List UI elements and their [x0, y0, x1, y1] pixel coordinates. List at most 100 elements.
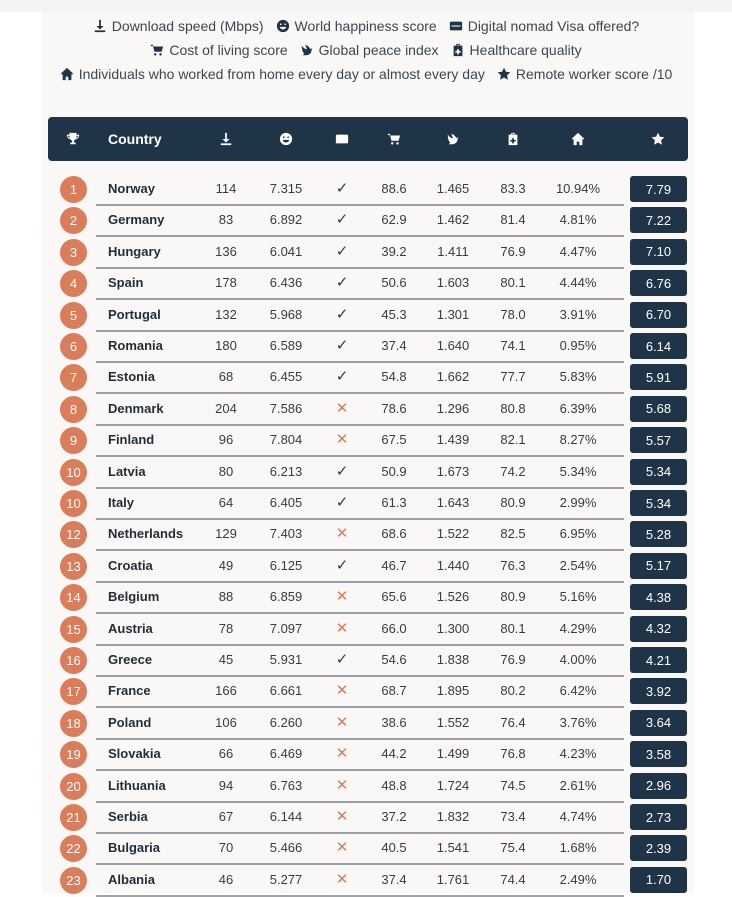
legend-line-1: Download speed (Mbps) World happiness sco… [0, 18, 732, 36]
work-from-home: 3.91% [559, 306, 597, 322]
remote-worker-score: 3.92 [630, 678, 687, 705]
healthcare-quality: 80.9 [500, 495, 526, 510]
download-speed: 80 [218, 463, 234, 479]
happiness-score: 6.469 [269, 746, 303, 762]
rank-badge: 18 [60, 709, 87, 737]
work-from-home: 2.49% [559, 871, 597, 887]
cost-of-living: 78.6 [381, 400, 407, 416]
cart-icon [387, 117, 401, 161]
download-speed: 129 [215, 526, 237, 542]
work-from-home: 4.23% [559, 746, 597, 762]
healthcare-quality: 80.9 [500, 589, 526, 605]
visa-yes-icon: ✓ [335, 274, 349, 292]
healthcare-quality: 76.9 [500, 652, 526, 667]
country-name: Hungary [108, 243, 161, 259]
row-divider [96, 298, 624, 301]
peace-index: 1.673 [436, 463, 470, 479]
work-from-home: 6.42% [559, 683, 597, 699]
table-row: 22 Bulgaria 70 5.466 ✕ 40.5 1.541 75.4 1.68% 2.39 [0, 834, 732, 866]
table-row: 23 Albania 46 5.277 ✕ 37.4 1.761 74.4 2.49% 1.70 [0, 866, 732, 897]
remote-worker-score: 4.21 [630, 647, 687, 673]
download-speed: 64 [218, 495, 234, 510]
legend-label: Remote worker score /10 [515, 66, 673, 82]
row-divider [96, 518, 624, 520]
country-name: Slovakia [108, 746, 161, 762]
visa-no-icon: ✕ [335, 431, 349, 449]
healthcare-quality: 74.4 [500, 871, 526, 887]
country-name: Austria [108, 620, 153, 636]
country-name: Portugal [108, 306, 161, 322]
legend-label: Cost of living score [169, 42, 288, 58]
visa-yes-icon: ✓ [335, 494, 349, 511]
cost-of-living: 37.4 [381, 338, 407, 353]
remote-worker-score: 3.58 [630, 741, 687, 768]
trophy-icon [66, 117, 80, 161]
legend-label: Download speed (Mbps) [111, 18, 264, 34]
visa-yes-icon: ✓ [335, 242, 349, 260]
legend-item: Remote worker score /10 [497, 66, 672, 82]
rank-badge: 23 [60, 866, 87, 894]
happiness-score: 6.589 [269, 338, 303, 353]
country-name: Croatia [108, 557, 153, 573]
rank-badge: 13 [60, 552, 87, 580]
happiness-score: 7.586 [269, 400, 303, 416]
row-divider [96, 266, 624, 269]
dove-icon [300, 43, 314, 57]
work-from-home: 4.74% [559, 809, 597, 824]
work-from-home: 5.34% [559, 463, 597, 479]
remote-worker-score: 2.73 [630, 804, 687, 830]
medkit-icon [506, 117, 520, 161]
row-divider [96, 549, 624, 552]
cost-of-living: 50.9 [381, 463, 407, 479]
cost-of-living: 65.6 [381, 589, 407, 605]
cost-of-living: 46.7 [381, 557, 407, 573]
remote-worker-score: 4.38 [630, 584, 687, 611]
legend-item: Individuals who worked from home every d… [60, 66, 485, 82]
row-divider [96, 392, 624, 395]
work-from-home: 2.99% [559, 495, 597, 510]
peace-index: 1.832 [436, 809, 470, 824]
visa-no-icon: ✕ [335, 808, 349, 825]
row-divider [96, 580, 624, 583]
rank-badge: 4 [60, 270, 87, 298]
download-speed: 78 [218, 620, 234, 636]
visa-no-icon: ✕ [335, 745, 349, 763]
country-name: Bulgaria [108, 840, 161, 856]
peace-index: 1.724 [436, 777, 470, 793]
download-speed: 45 [218, 652, 234, 667]
download-speed: 204 [215, 400, 237, 416]
visa-yes-icon: ✓ [335, 305, 349, 323]
legend-line-3: Individuals who worked from home every d… [0, 66, 732, 84]
visa-yes-icon: ✓ [335, 211, 349, 229]
visa-no-icon: ✕ [335, 870, 349, 888]
peace-index: 1.499 [436, 746, 470, 762]
healthcare-quality: 78.0 [500, 306, 526, 322]
table-row: 21 Serbia 67 6.144 ✕ 37.2 1.832 73.4 4.74% 2.73 [0, 803, 732, 834]
remote-worker-score: 7.10 [630, 238, 687, 265]
peace-index: 1.462 [436, 212, 470, 228]
rank-badge: 14 [60, 584, 87, 612]
rank-badge: 15 [60, 615, 87, 643]
home-icon [60, 67, 74, 81]
healthcare-quality: 80.1 [500, 620, 526, 636]
healthcare-quality: 75.4 [500, 840, 526, 856]
peace-index: 1.838 [436, 652, 470, 667]
healthcare-quality: 83.3 [500, 181, 526, 196]
peace-index: 1.439 [436, 432, 470, 448]
legend-item: Global peace index [300, 42, 439, 58]
happiness-score: 6.859 [269, 589, 303, 605]
country-name: Netherlands [108, 526, 184, 542]
country-name: Belgium [108, 589, 160, 605]
header-country: Country [108, 131, 162, 147]
happiness-score: 6.260 [269, 714, 303, 730]
peace-index: 1.895 [436, 683, 470, 699]
download-speed: 178 [215, 275, 237, 291]
happiness-score: 6.455 [269, 369, 303, 385]
cost-of-living: 66.0 [381, 620, 407, 636]
work-from-home: 6.95% [559, 526, 597, 542]
table-row: 17 France 166 6.661 ✕ 68.7 1.895 80.2 6.42% 3.92 [0, 677, 732, 709]
row-divider [96, 204, 624, 206]
cost-of-living: 88.6 [381, 181, 407, 196]
medkit-icon [451, 43, 465, 57]
table-header: Country [48, 117, 688, 161]
